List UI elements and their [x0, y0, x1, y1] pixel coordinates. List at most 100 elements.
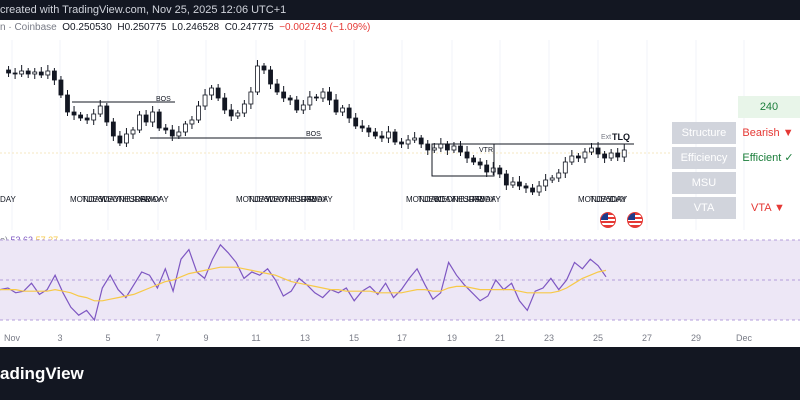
- candle-body: [182, 123, 188, 133]
- candle-body: [438, 143, 444, 149]
- rsi-chart[interactable]: [0, 232, 800, 330]
- x-tick-label: 25: [592, 333, 604, 343]
- day-label: WEDNESDAY: [434, 195, 486, 204]
- day-label: DAY: [610, 195, 627, 204]
- x-tick-label: 21: [494, 333, 506, 343]
- timeframe-cell: 240: [738, 96, 800, 118]
- candle-body: [202, 94, 208, 107]
- x-tick-label: Nov: [3, 333, 21, 343]
- table-row-label: Efficiency: [672, 147, 736, 169]
- candle-body: [176, 131, 182, 137]
- candle-body: [241, 103, 247, 114]
- candle-body: [412, 137, 418, 141]
- candle-body: [444, 143, 450, 151]
- day-label: MONDAY: [70, 195, 105, 204]
- x-tick-label: 9: [203, 333, 209, 343]
- candle-body: [71, 111, 77, 116]
- candle-body: [84, 117, 90, 121]
- candle-body: [248, 91, 254, 105]
- candle-body: [163, 127, 169, 131]
- candle-body: [569, 155, 575, 163]
- candle-body: [451, 145, 457, 151]
- candles: [6, 60, 627, 196]
- candle-body: [294, 99, 300, 111]
- candle-body: [386, 131, 391, 139]
- candle-body: [484, 164, 490, 173]
- candle-body: [143, 114, 149, 123]
- open-label: O: [62, 22, 71, 33]
- close-value: 0.247775: [231, 22, 274, 33]
- candle-body: [405, 139, 411, 145]
- open-value: 0.250530: [70, 22, 112, 33]
- candle-body: [215, 87, 221, 99]
- candle-body: [333, 99, 339, 113]
- candle-body: [156, 111, 162, 129]
- ohlc-legend: n · Coinbase O0.250530 H0.250775 L0.2465…: [0, 22, 370, 33]
- candle-body: [372, 131, 378, 137]
- table-row-label: Structure: [672, 122, 736, 144]
- candle-body: [418, 137, 424, 145]
- x-tick-label: 13: [299, 333, 311, 343]
- candle-body: [503, 173, 509, 186]
- candle-body: [510, 181, 516, 186]
- candle-body: [530, 187, 535, 193]
- candle-body: [235, 112, 241, 117]
- candle-body: [431, 147, 437, 151]
- candle-body: [65, 94, 70, 113]
- candle-body: [582, 151, 588, 159]
- candle-body: [549, 177, 555, 181]
- x-tick-label: 17: [396, 333, 408, 343]
- candle-body: [366, 127, 372, 133]
- candle-body: [268, 69, 273, 85]
- x-tick-label: 3: [57, 333, 63, 343]
- candle-body: [464, 151, 470, 159]
- candle-body: [595, 147, 601, 155]
- candle-body: [169, 129, 175, 137]
- header-bar: created with TradingView.com, Nov 25, 20…: [0, 0, 800, 20]
- us-flag-icon[interactable]: [627, 212, 643, 228]
- x-tick-label: Dec: [735, 333, 753, 343]
- candle-body: [543, 179, 549, 187]
- candle-body: [91, 113, 97, 121]
- candle-body: [255, 65, 260, 93]
- x-tick-label: 29: [690, 333, 702, 343]
- candle-body: [196, 105, 201, 121]
- day-label: MONDAY: [578, 195, 613, 204]
- candle-body: [189, 119, 195, 125]
- candle-body: [45, 70, 51, 76]
- candle-body: [130, 129, 136, 135]
- candle-body: [458, 145, 463, 153]
- candle-body: [228, 109, 234, 117]
- table-row-label: MSU: [672, 172, 736, 194]
- candle-body: [150, 111, 156, 123]
- tradingview-logo: adingView: [0, 364, 84, 383]
- candle-body: [523, 185, 529, 189]
- candle-body: [353, 117, 359, 127]
- candle-body: [6, 69, 11, 74]
- candle-body: [602, 153, 607, 159]
- x-tick-label: 5: [105, 333, 111, 343]
- candle-body: [517, 181, 522, 187]
- table-row-value: VTA ▼: [751, 202, 785, 214]
- candle-body: [307, 96, 313, 106]
- candle-body: [379, 135, 385, 139]
- candle-body: [340, 107, 346, 113]
- table-row-value: Bearish ▼: [742, 127, 794, 139]
- us-flag-icon[interactable]: [600, 212, 616, 228]
- day-label: TUESDAY: [248, 195, 286, 204]
- candle-body: [556, 172, 562, 179]
- x-tick-label: 19: [446, 333, 458, 343]
- symbol-source: n · Coinbase: [0, 22, 57, 33]
- candle-body: [78, 114, 83, 119]
- day-label: DAY: [0, 195, 17, 204]
- day-label: FRIDAY: [304, 195, 333, 204]
- day-label: WEDNESDAY: [100, 195, 152, 204]
- candle-body: [287, 97, 293, 101]
- day-label: WEDNESDAY: [266, 195, 318, 204]
- candle-body: [25, 70, 31, 75]
- table-row-label: VTA: [672, 197, 736, 219]
- candle-body: [32, 71, 38, 75]
- candle-body: [137, 114, 142, 131]
